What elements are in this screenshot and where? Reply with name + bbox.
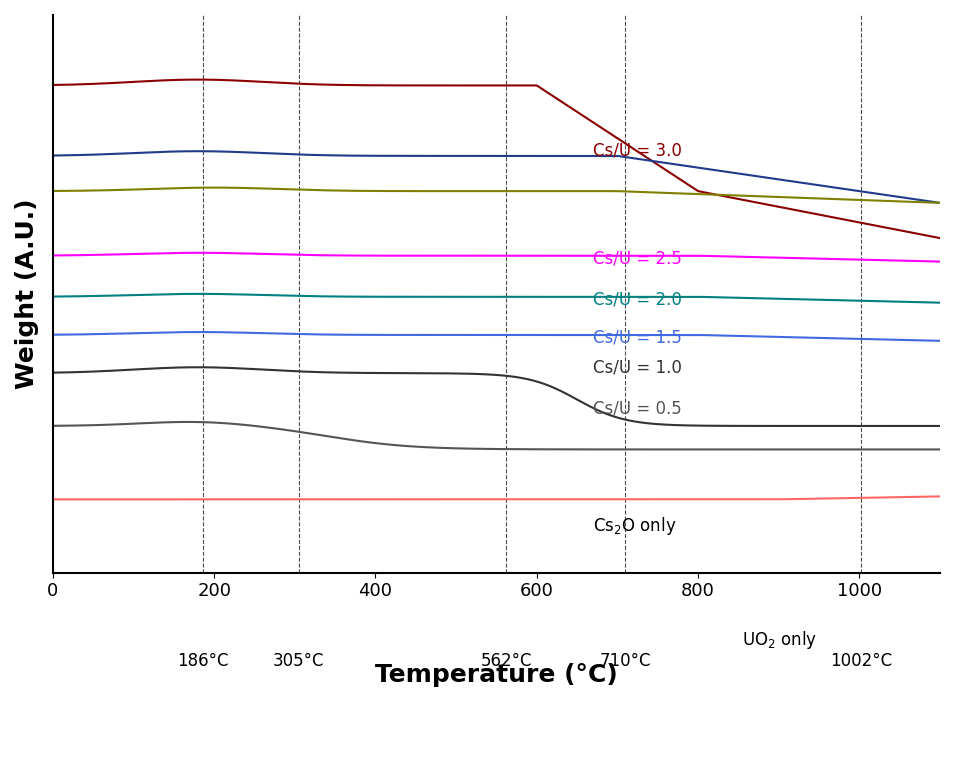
Text: 562°C: 562°C: [480, 652, 532, 670]
Text: Cs/U = 0.5: Cs/U = 0.5: [593, 399, 682, 417]
Text: 305°C: 305°C: [273, 652, 325, 670]
Text: Cs/U = 3.0: Cs/U = 3.0: [593, 141, 682, 159]
Text: Cs/U = 2.0: Cs/U = 2.0: [593, 291, 682, 309]
X-axis label: Temperature (°C): Temperature (°C): [375, 663, 618, 687]
Y-axis label: Weight (A.U.): Weight (A.U.): [15, 198, 39, 389]
Text: Cs/U = 1.0: Cs/U = 1.0: [593, 359, 682, 376]
Text: 710°C: 710°C: [600, 652, 651, 670]
Text: 186°C: 186°C: [177, 652, 228, 670]
Text: Cs/U = 1.5: Cs/U = 1.5: [593, 329, 682, 347]
Text: UO$_2$ only: UO$_2$ only: [742, 629, 817, 651]
Text: Cs/U = 2.5: Cs/U = 2.5: [593, 250, 682, 268]
Text: Cs$_2$O only: Cs$_2$O only: [593, 515, 677, 536]
Text: 1002°C: 1002°C: [830, 652, 892, 670]
